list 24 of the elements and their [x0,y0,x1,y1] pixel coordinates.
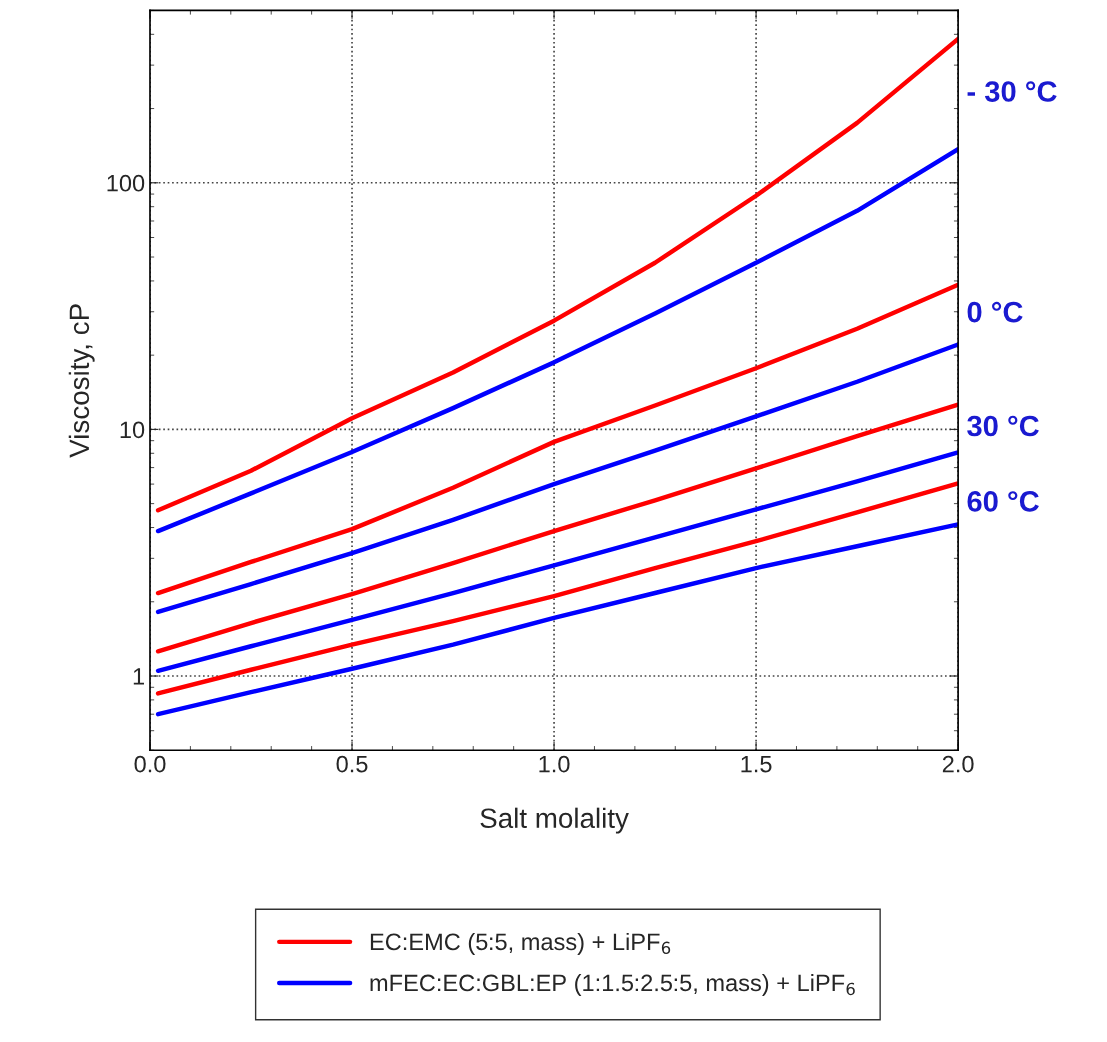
y-tick-label: 10 [120,421,145,439]
line-series [155,481,959,696]
line-series [155,146,959,534]
x-axis-title: Salt molality [480,807,629,834]
text: - 30 °C [967,81,1057,102]
text: 60 °C [967,491,1039,512]
x-tick-label: 2.0 [942,755,974,773]
x-tick-label: 1.0 [539,755,570,773]
line-series [155,402,959,654]
y-tick-label: 100 [107,174,145,192]
text: 0 °C [967,301,1023,323]
line-series [155,36,959,513]
line-series [155,522,959,717]
legend-label: EC:EMC (5:5, mass) + LiPF$_{6}$ [370,932,671,955]
x-tick-label: 0.5 [336,755,368,773]
y-tick-label: 1 [133,668,144,685]
line-series [155,342,959,615]
text: 30 °C [967,415,1039,437]
y-axis-title: Viscosity, cP [68,304,95,458]
line-series [155,282,959,596]
x-tick-label: 0.0 [134,755,166,773]
line-series [155,450,959,673]
legend-label: mFEC:EC:GBL:EP (1:1.5:2.5:5, mass) + LiPF$_{6}$ [370,973,855,996]
x-tick-label: 1.5 [741,755,772,773]
